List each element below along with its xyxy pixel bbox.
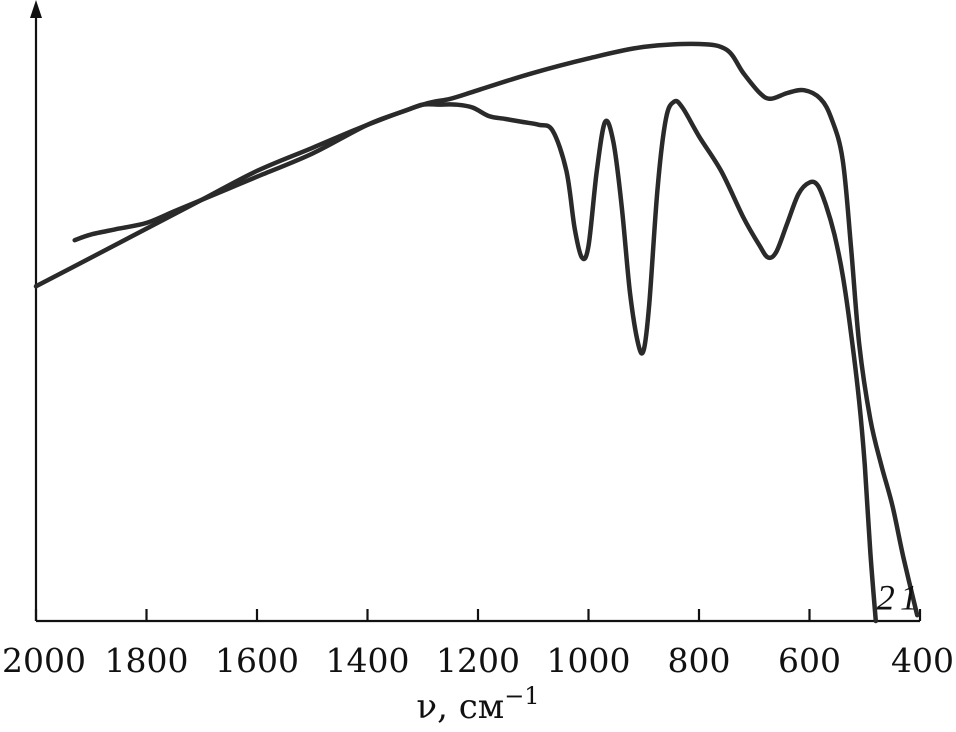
x-tick-label: 1000 [547,641,631,680]
x-axis-label: ν, см−1 [416,682,539,727]
x-tick-label: 2000 [2,641,86,680]
series-2-line [72,98,879,624]
x-tick-label: 1400 [326,641,410,680]
x-tick-label: 800 [668,641,731,680]
x-tick-label: 1600 [215,641,299,680]
series-curves [33,41,920,624]
series-label-1: 1 [900,577,918,617]
x-tick-label: 400 [891,641,954,680]
x-tick-label: 600 [778,641,841,680]
x-tick-label: 1200 [436,641,520,680]
y-axis-arrow-icon [30,0,42,18]
x-tick-label: 1800 [105,641,189,680]
series-label-2: 2 [877,577,895,617]
x-axis-label-superscript: −1 [504,682,539,710]
series-1-line [33,41,920,618]
x-axis-ticks: 2000 1800 1600 1400 1200 1000 800 600 400 [2,609,954,680]
x-axis-label-text: ν, см [416,687,504,727]
